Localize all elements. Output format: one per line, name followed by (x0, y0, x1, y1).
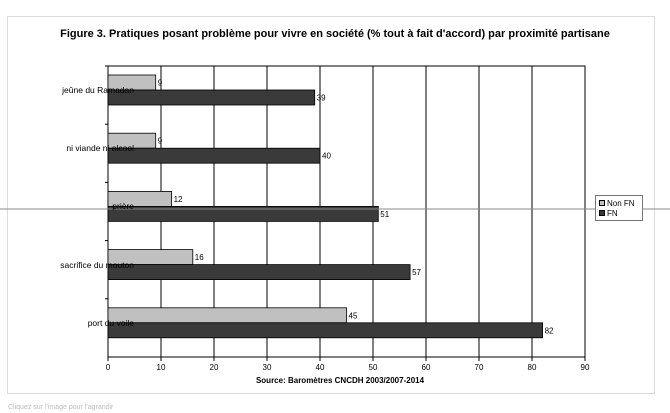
bar (107, 205, 379, 222)
legend: Non FN FN (595, 195, 643, 221)
legend-item-fn: FN (599, 208, 639, 218)
legend-swatch-non-fn (599, 200, 605, 206)
data-label: 16 (195, 253, 204, 262)
data-label: 40 (322, 152, 331, 161)
bar (107, 147, 321, 164)
data-label: 39 (317, 94, 326, 103)
legend-label-fn: FN (607, 208, 618, 218)
x-tick-label: 30 (263, 363, 272, 372)
x-tick-label: 0 (106, 363, 111, 372)
x-tick-label: 60 (422, 363, 431, 372)
x-tick-label: 40 (316, 363, 325, 372)
category-label: port du voile (87, 317, 134, 328)
bar (107, 89, 316, 106)
x-tick-label: 10 (157, 363, 166, 372)
legend-item-non-fn: Non FN (599, 198, 639, 208)
data-label: 12 (174, 195, 183, 204)
bar (107, 307, 347, 324)
category-label: jeûne du Ramadan (62, 85, 134, 95)
x-tick-label: 80 (528, 363, 537, 372)
data-label: 57 (412, 268, 421, 277)
x-tick-label: 70 (475, 363, 484, 372)
legend-swatch-fn (599, 210, 605, 216)
data-label: 45 (349, 311, 358, 320)
x-tick-label: 20 (210, 363, 219, 372)
bar (107, 322, 544, 339)
legend-label-non-fn: Non FN (607, 198, 635, 208)
data-label: 51 (380, 210, 389, 219)
data-label: 82 (545, 326, 554, 335)
category-label: prière (112, 201, 134, 212)
category-label: ni viande ni alcool (66, 143, 134, 154)
data-label: 9 (158, 137, 163, 146)
data-label: 9 (158, 79, 163, 88)
image-caption: Cliquez sur l'image pour l'agrandir (8, 404, 114, 411)
bar (107, 264, 411, 281)
chart-title: Figure 3. Pratiques posant problème pour… (60, 28, 610, 40)
x-tick-label: 50 (369, 363, 378, 372)
category-label: sacrifice du mouton (60, 259, 134, 270)
chart-source: Source: Baromètres CNCDH 2003/2007-2014 (255, 376, 425, 385)
x-tick-label: 90 (581, 363, 590, 372)
